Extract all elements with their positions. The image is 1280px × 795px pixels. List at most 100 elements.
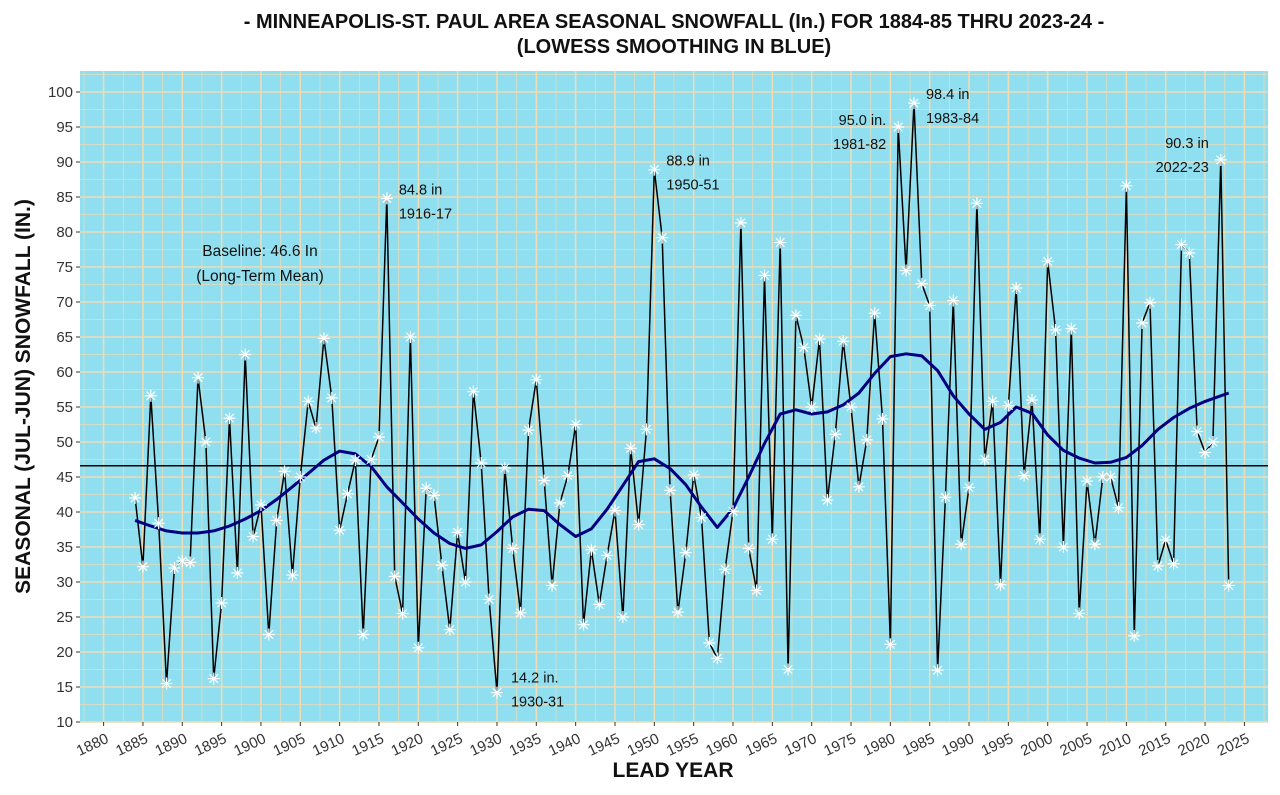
- data-point: [994, 578, 1007, 591]
- data-point: [467, 385, 480, 398]
- x-tick-label: 2025: [1215, 730, 1252, 760]
- data-point: [569, 418, 582, 431]
- data-point: [1136, 317, 1149, 329]
- data-point: [829, 428, 842, 441]
- data-point: [1088, 538, 1101, 551]
- data-point: [420, 482, 433, 495]
- data-point: [766, 533, 779, 546]
- x-tick-label: 1985: [900, 730, 937, 760]
- y-tick-label: 15: [56, 679, 73, 696]
- y-tick-label: 80: [56, 224, 73, 241]
- y-tick-label: 20: [56, 644, 73, 661]
- data-point: [1025, 394, 1038, 406]
- data-point: [601, 549, 614, 562]
- annotations: 14.2 in. 1930-31 84.8 in 1916-17 88.9 in 1950…: [399, 87, 1209, 710]
- data-point: [774, 236, 787, 249]
- x-tick-label: 1995: [979, 730, 1016, 760]
- y-tick-label: 90: [56, 154, 73, 171]
- data-point: [129, 492, 142, 504]
- data-point: [593, 598, 606, 611]
- data-point: [412, 641, 425, 654]
- data-point: [1159, 534, 1172, 546]
- data-point: [317, 332, 330, 345]
- data-point: [522, 424, 535, 437]
- data-point: [1120, 179, 1133, 192]
- baseline-label: Baseline: 46.6 In: [202, 243, 317, 260]
- data-point: [1214, 153, 1227, 166]
- x-tick-label: 2015: [1136, 730, 1173, 760]
- data-point: [671, 606, 684, 619]
- y-tick-label: 100: [48, 84, 73, 101]
- data-point: [789, 309, 802, 322]
- y-tick-label: 30: [56, 574, 73, 591]
- data-point: [1143, 296, 1156, 309]
- data-point: [262, 628, 275, 641]
- data-point: [907, 97, 920, 110]
- y-tick-label: 10: [56, 714, 73, 731]
- data-point: [1049, 324, 1062, 336]
- data-point: [231, 566, 244, 579]
- data-point: [821, 494, 834, 507]
- data-point: [742, 542, 755, 555]
- grid-lines: [80, 71, 1268, 723]
- data-point: [923, 299, 936, 312]
- data-point: [687, 468, 700, 481]
- data-point: [695, 511, 708, 524]
- data-point: [1206, 436, 1219, 448]
- data-point: [782, 663, 795, 676]
- y-tick-label: 55: [56, 399, 73, 416]
- data-point: [915, 277, 928, 290]
- data-point: [577, 618, 590, 631]
- data-point: [1199, 446, 1212, 459]
- data-point: [719, 563, 732, 576]
- y-tick-label: 40: [56, 504, 73, 521]
- x-tick-label: 1935: [507, 730, 544, 760]
- data-point: [490, 686, 503, 699]
- data-point: [215, 597, 228, 609]
- y-tick-label: 50: [56, 434, 73, 451]
- data-point: [679, 546, 692, 559]
- data-point: [561, 469, 574, 482]
- data-point: [152, 517, 165, 530]
- data-point: [223, 412, 236, 425]
- x-tick-label: 1920: [389, 730, 426, 760]
- x-tick-label: 1930: [467, 730, 504, 760]
- data-point: [703, 636, 716, 649]
- data-point: [1057, 541, 1070, 553]
- data-point: [459, 576, 472, 588]
- data-point: [451, 526, 464, 539]
- data-point: [758, 269, 771, 282]
- data-point: [970, 197, 983, 210]
- x-tick-label: 2010: [1097, 730, 1134, 760]
- data-point: [310, 422, 323, 434]
- data-label: 1981-82: [833, 137, 886, 153]
- x-tick-label: 1880: [74, 730, 111, 760]
- y-tick-label: 85: [56, 189, 73, 206]
- data-label: 1983-84: [926, 111, 979, 127]
- data-point: [1167, 557, 1180, 570]
- data-point: [608, 504, 621, 517]
- data-point: [1018, 469, 1031, 482]
- data-point: [1183, 247, 1196, 259]
- x-tick-label: 2000: [1018, 730, 1055, 760]
- x-tick-label: 1950: [625, 730, 662, 760]
- data-point: [333, 524, 346, 537]
- y-axis-label: SEASONAL (JUL-JUN) SNOWFALL (IN.): [12, 199, 35, 594]
- data-point: [955, 538, 968, 551]
- data-point: [365, 453, 378, 466]
- data-point: [349, 454, 362, 467]
- data-point: [640, 423, 653, 436]
- data-point: [852, 480, 865, 493]
- data-label: 2022-23: [1156, 160, 1209, 176]
- data-label: 1950-51: [666, 178, 719, 194]
- x-tick-label: 1890: [153, 730, 190, 760]
- data-point: [585, 543, 598, 556]
- data-point: [947, 294, 960, 307]
- data-point: [876, 412, 889, 425]
- data-point: [656, 231, 669, 244]
- x-axis-label: LEAD YEAR: [613, 759, 734, 782]
- data-point: [884, 638, 897, 651]
- data-point: [254, 499, 267, 511]
- data-point: [931, 664, 944, 677]
